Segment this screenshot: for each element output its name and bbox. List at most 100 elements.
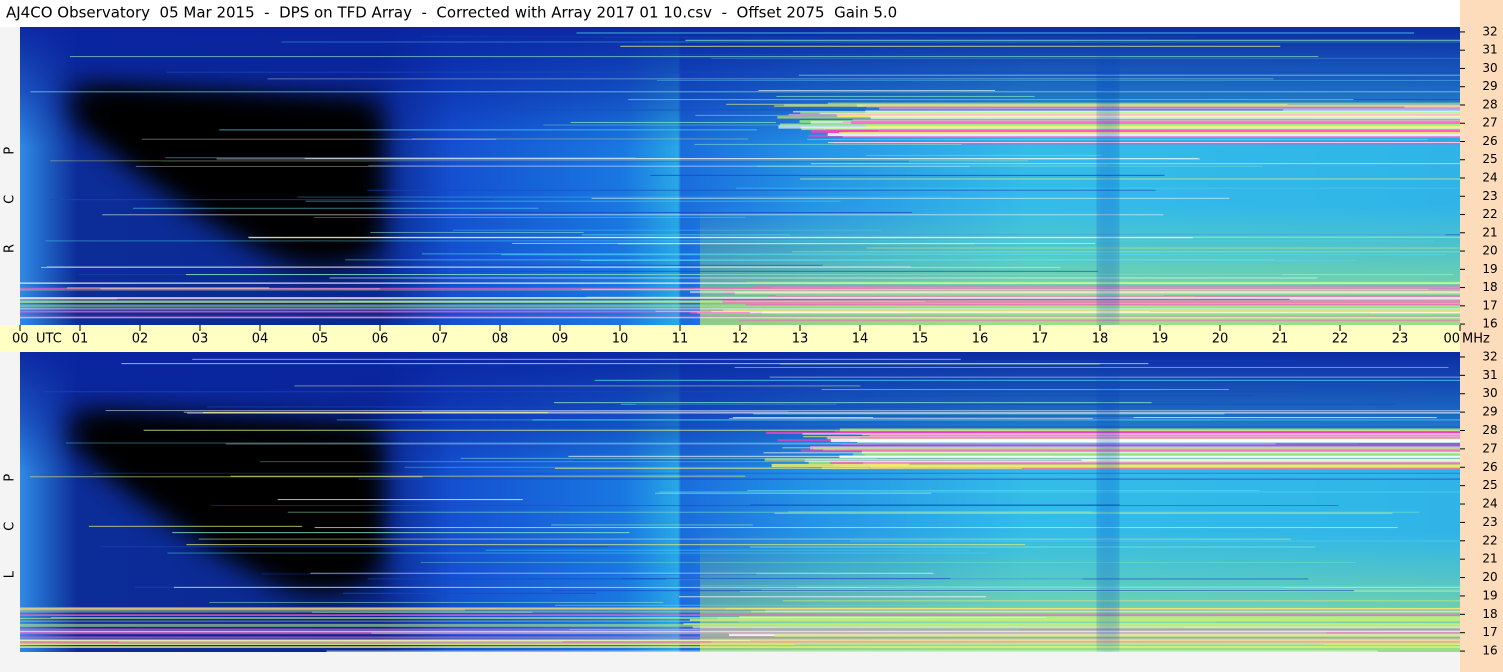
x-axis-label: UTC (36, 332, 62, 347)
band-texture (20, 289, 1460, 291)
band-texture (863, 461, 1460, 465)
streak (69, 56, 1319, 58)
streak (567, 360, 1297, 362)
streak (371, 632, 1327, 634)
band-texture (20, 640, 1460, 643)
streak (794, 643, 1325, 645)
streak (183, 411, 1460, 413)
streak (642, 40, 1076, 42)
streak (501, 254, 1446, 256)
y-tick-label: 28 (1482, 97, 1497, 111)
streak (543, 124, 1460, 126)
streak (469, 211, 913, 213)
streak (305, 200, 841, 202)
band-texture (850, 121, 1460, 125)
band-texture (842, 136, 1460, 138)
streak (667, 57, 1460, 59)
band-texture (20, 623, 1460, 626)
band-texture (870, 115, 1460, 120)
streak (186, 544, 1026, 546)
streak (866, 247, 1460, 249)
band-texture (800, 449, 1460, 452)
panel-label: R C P (3, 129, 18, 253)
streak (65, 442, 1359, 444)
band-texture (857, 440, 1460, 443)
streak (102, 214, 1164, 216)
streak (582, 234, 1446, 236)
streak (277, 499, 523, 501)
band-texture (711, 641, 1460, 643)
streak (423, 36, 1196, 38)
streak (555, 604, 1331, 606)
band-texture (869, 434, 1460, 437)
streak (216, 158, 1200, 160)
streak (167, 552, 989, 554)
streak (726, 103, 1288, 105)
x-tick-label: 18 (1092, 332, 1109, 347)
band-texture (813, 446, 1460, 450)
streak (657, 80, 1460, 82)
band-texture (866, 125, 1460, 128)
band-texture (20, 636, 1460, 639)
streak (390, 298, 676, 300)
streak (776, 295, 1164, 297)
streak (100, 288, 380, 290)
band-texture (800, 111, 1460, 115)
band-texture (841, 443, 1460, 445)
y-tick-label: 29 (1482, 79, 1497, 93)
streak (88, 525, 303, 527)
streak (868, 586, 1284, 588)
streak (230, 475, 746, 477)
band-texture (20, 610, 1460, 613)
band-texture (20, 638, 1460, 642)
streak (739, 590, 1460, 592)
streak (873, 416, 1134, 418)
streak (483, 109, 1284, 111)
streak (756, 165, 1263, 167)
streak (811, 163, 1460, 165)
streak (828, 142, 1460, 144)
time-axis-bar (0, 325, 1460, 352)
streak (780, 363, 1100, 365)
streak (421, 410, 789, 412)
vertical-stripe (1100, 382, 1116, 652)
y-tick-label: 20 (1482, 570, 1497, 584)
streak (294, 385, 861, 387)
band-texture (20, 607, 1460, 611)
streak (297, 196, 952, 198)
y-tick-label: 19 (1482, 588, 1497, 602)
streak (50, 160, 1028, 162)
streak (370, 231, 584, 233)
y-tick-label: 24 (1482, 171, 1497, 185)
x-tick-label: 00 (1443, 332, 1460, 347)
streak (586, 296, 1196, 298)
x-tick-label: 15 (912, 332, 929, 347)
streak (46, 266, 911, 268)
y-tick-label: 22 (1482, 533, 1497, 547)
streak (864, 106, 1405, 108)
streak (143, 429, 1460, 431)
streak (326, 650, 1378, 652)
y-tick-label: 27 (1482, 441, 1497, 455)
title-bar (0, 0, 1503, 27)
streak (336, 419, 1211, 421)
streak (662, 54, 1316, 56)
streak (312, 611, 533, 613)
streak (338, 300, 926, 302)
y-tick-label: 18 (1482, 280, 1497, 294)
streak (249, 237, 1193, 239)
streak (495, 426, 1460, 428)
streak (135, 165, 970, 167)
x-tick-label: 10 (612, 332, 629, 347)
band-texture (852, 119, 1460, 122)
y-tick-label: 17 (1482, 625, 1497, 639)
streak (747, 490, 1260, 492)
band-texture (774, 634, 1460, 637)
streak (185, 274, 1454, 276)
streak (788, 511, 1093, 513)
y-tick-label: 21 (1482, 552, 1497, 566)
y-tick-label: 25 (1482, 152, 1497, 166)
streak (314, 216, 746, 218)
band-texture (793, 110, 1460, 113)
